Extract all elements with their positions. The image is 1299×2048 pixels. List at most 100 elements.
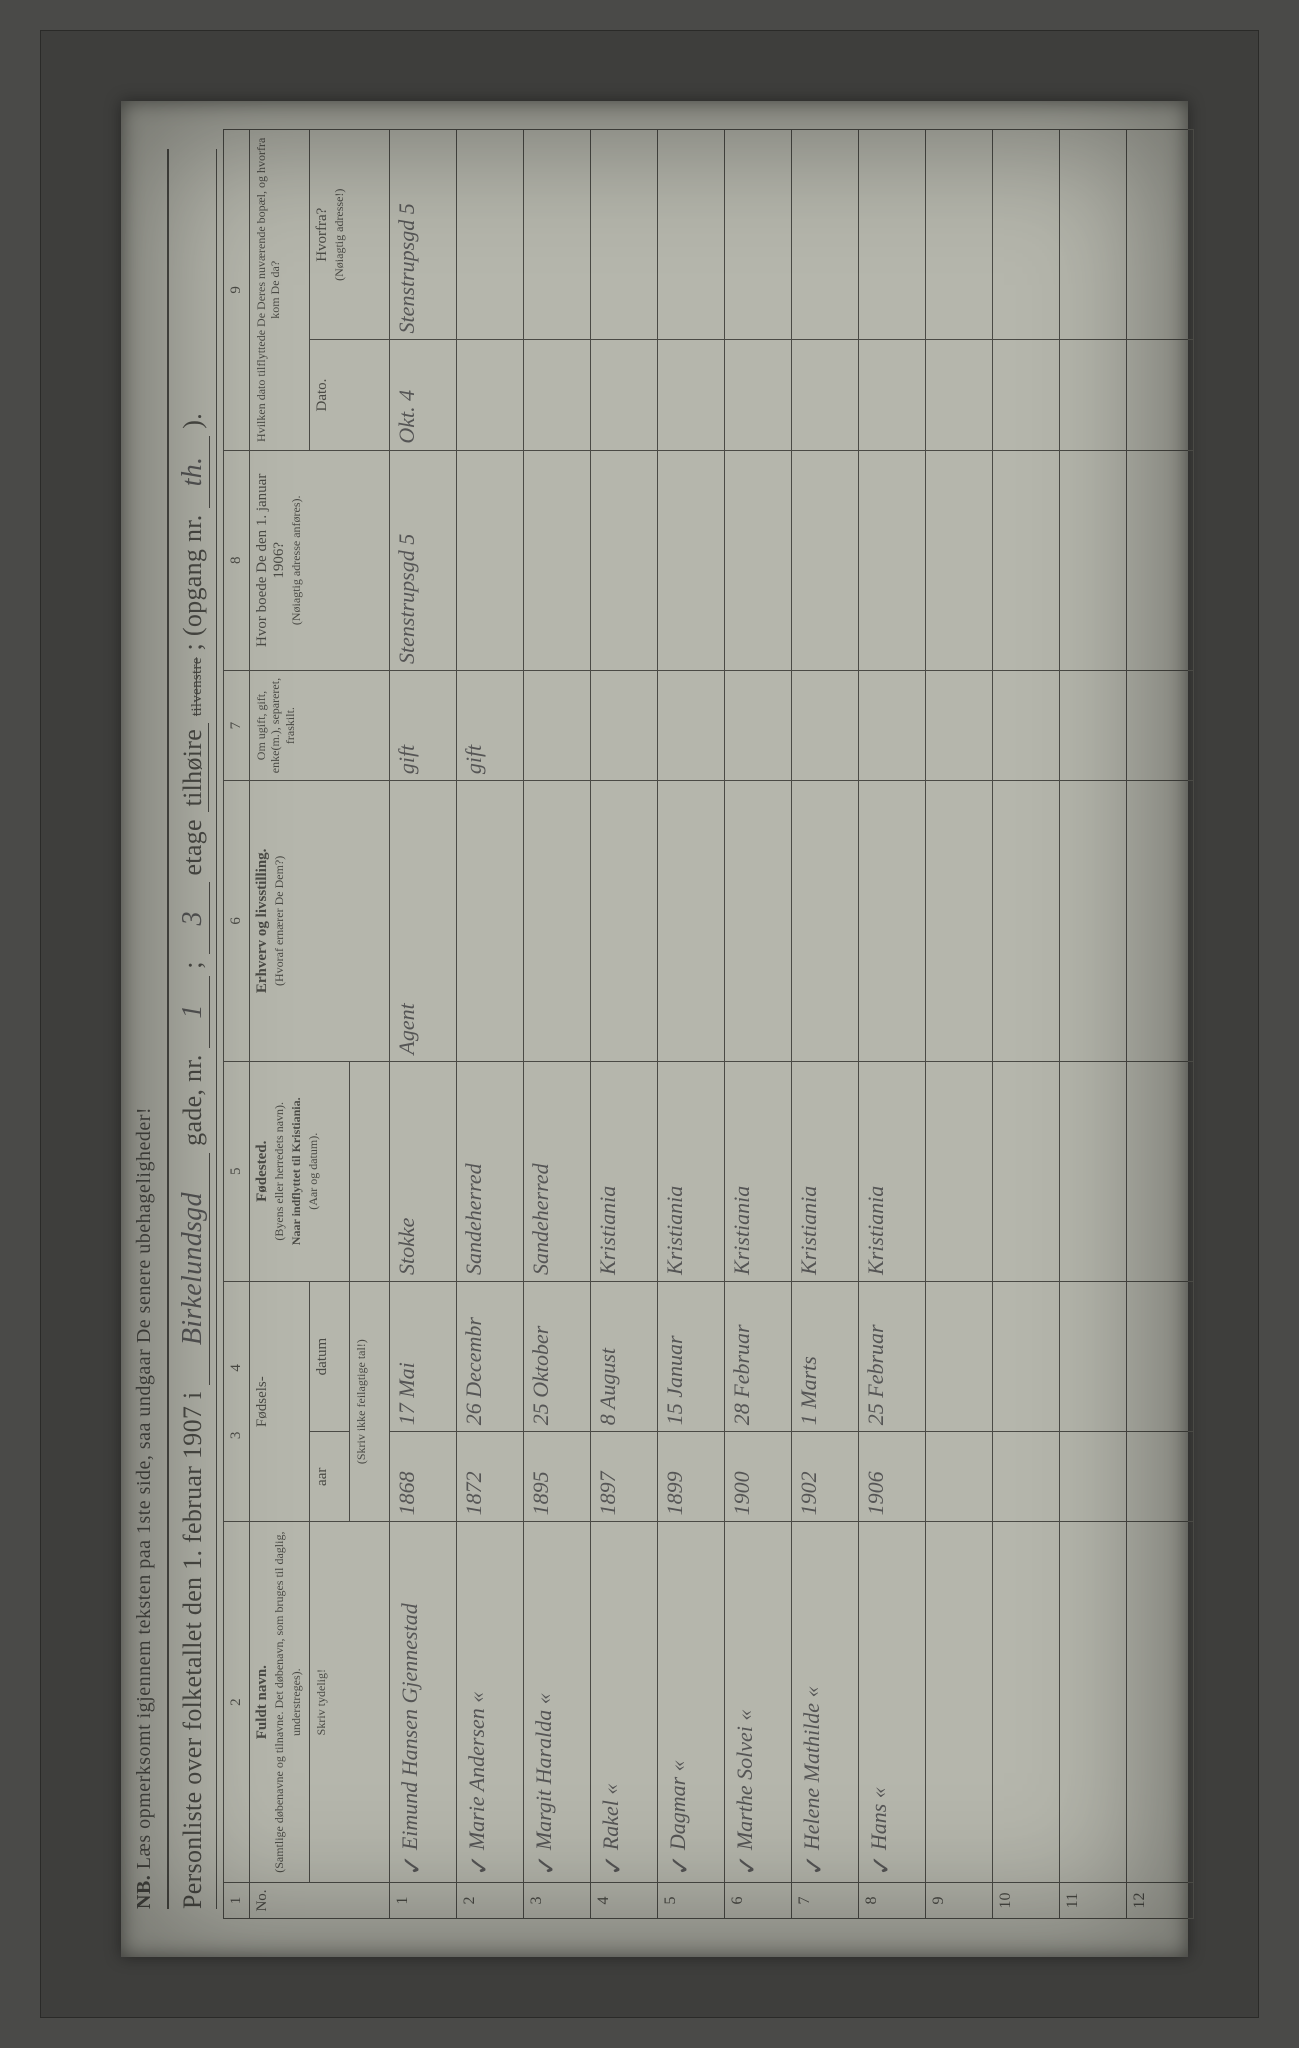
cell-ugift xyxy=(657,670,724,780)
colnum-5: 5 xyxy=(223,1061,249,1281)
cell-hvor1906 xyxy=(992,450,1059,670)
cell-datum: 25 Oktober xyxy=(523,1281,590,1431)
cell-dato: Okt. 4 xyxy=(389,340,456,450)
cell-aar xyxy=(1126,1432,1193,1522)
cell-hvor1906 xyxy=(523,450,590,670)
cell-datum xyxy=(992,1281,1059,1431)
paper-sheet: NB. Læs opmerksomt igjennem teksten paa … xyxy=(121,101,1188,1957)
cell-dato xyxy=(657,340,724,450)
cell-fodested: Kristiania xyxy=(657,1061,724,1281)
cell-dato xyxy=(858,340,925,450)
cell-dato xyxy=(523,340,590,450)
row-num: 2 xyxy=(456,1882,523,1918)
table-row: 12 xyxy=(1126,130,1193,1919)
cell-erhverv xyxy=(858,781,925,1061)
title-opgang: ; (opgang nr. xyxy=(178,514,207,650)
table-row: 8✓ Hans «190625 FebruarKristiania xyxy=(858,130,925,1919)
cell-ugift xyxy=(925,670,992,780)
cell-fodested xyxy=(925,1061,992,1281)
cell-aar: 1899 xyxy=(657,1432,724,1522)
cell-dato xyxy=(1059,340,1126,450)
table-row: 10 xyxy=(992,130,1059,1919)
cell-dato xyxy=(724,340,791,450)
table-row: 11 xyxy=(1059,130,1126,1919)
cell-dato xyxy=(456,340,523,450)
cell-erhverv xyxy=(791,781,858,1061)
cell-ugift xyxy=(523,670,590,780)
cell-hvorfra xyxy=(858,130,925,340)
cell-hvor1906 xyxy=(456,450,523,670)
hdr-erhverv: Erhverv og livsstilling. (Hvoraf ernærer… xyxy=(249,781,389,1061)
hdr-no: No. xyxy=(249,1882,389,1918)
cell-name xyxy=(1059,1522,1126,1883)
cell-erhverv xyxy=(992,781,1059,1061)
colnum-7: 7 xyxy=(223,670,249,780)
cell-datum: 1 Marts xyxy=(791,1281,858,1431)
cell-ugift xyxy=(1059,670,1126,780)
hdr-skriv-tal: (Skriv ikke feilagtige tal!) xyxy=(349,1281,389,1521)
cell-erhverv xyxy=(456,781,523,1061)
cell-datum: 25 Februar xyxy=(858,1281,925,1431)
cell-hvor1906 xyxy=(925,450,992,670)
title-prefix: Personliste over folketallet den 1. febr… xyxy=(178,1391,207,1909)
title-line: Personliste over folketallet den 1. febr… xyxy=(167,149,217,1909)
cell-datum xyxy=(1059,1281,1126,1431)
row-num: 1 xyxy=(389,1882,456,1918)
row-num: 10 xyxy=(992,1882,1059,1918)
cell-aar: 1906 xyxy=(858,1432,925,1522)
title-tilvenstre-struck: tilvenstre xyxy=(189,657,205,716)
cell-aar: 1900 xyxy=(724,1432,791,1522)
cell-dato xyxy=(590,340,657,450)
cell-fodested: Kristiania xyxy=(724,1061,791,1281)
cell-erhverv xyxy=(523,781,590,1061)
cell-hvor1906: Stenstrupsgd 5 xyxy=(389,450,456,670)
cell-hvorfra xyxy=(925,130,992,340)
cell-fodested xyxy=(992,1061,1059,1281)
table-row: 7✓ Helene Mathilde «19021 MartsKristiani… xyxy=(791,130,858,1919)
cell-hvorfra xyxy=(724,130,791,340)
cell-ugift: gift xyxy=(389,670,456,780)
nb-text: Læs opmerksomt igjennem teksten paa 1ste… xyxy=(133,1107,155,1869)
hdr-dato: Dato. xyxy=(309,340,389,450)
cell-aar: 1895 xyxy=(523,1432,590,1522)
cell-hvor1906 xyxy=(724,450,791,670)
cell-hvorfra xyxy=(657,130,724,340)
hdr-aar: aar xyxy=(309,1432,349,1522)
table-row: 6✓ Marthe Solvei «190028 FebruarKristian… xyxy=(724,130,791,1919)
hdr-hvor1906: Hvor boede De den 1. januar 1906? (Nøiag… xyxy=(249,450,389,670)
cell-aar: 1902 xyxy=(791,1432,858,1522)
cell-name xyxy=(1126,1522,1193,1883)
row-num: 9 xyxy=(925,1882,992,1918)
cell-hvorfra xyxy=(992,130,1059,340)
cell-name xyxy=(992,1522,1059,1883)
title-etage: etage xyxy=(178,819,207,875)
table-row: 4✓ Rakel «18978 AugustKristiania xyxy=(590,130,657,1919)
document-content: NB. Læs opmerksomt igjennem teksten paa … xyxy=(105,89,1205,1969)
cell-name: ✓ Margit Haralda « xyxy=(523,1522,590,1883)
cell-aar xyxy=(992,1432,1059,1522)
title-close: ). xyxy=(178,413,207,429)
cell-erhverv: Agent xyxy=(389,781,456,1061)
cell-erhverv xyxy=(1059,781,1126,1061)
cell-aar: 1872 xyxy=(456,1432,523,1522)
cell-ugift xyxy=(791,670,858,780)
opgang-handwritten: th. xyxy=(177,436,210,508)
cell-fodested: Stokke xyxy=(389,1061,456,1281)
colnum-3-4: 3 4 xyxy=(223,1281,249,1521)
cell-hvor1906 xyxy=(791,450,858,670)
row-num: 7 xyxy=(791,1882,858,1918)
cell-name: ✓ Helene Mathilde « xyxy=(791,1522,858,1883)
hdr-navn: Fuldt navn. (Samtlige døbenavne og tilna… xyxy=(249,1522,309,1883)
cell-ugift xyxy=(858,670,925,780)
row-num: 4 xyxy=(590,1882,657,1918)
table-row: 5✓ Dagmar «189915 JanuarKristiania xyxy=(657,130,724,1919)
cell-fodested: Kristiania xyxy=(858,1061,925,1281)
cell-hvor1906 xyxy=(590,450,657,670)
cell-ugift xyxy=(590,670,657,780)
hdr-hvorfra: Hvorfra? (Nøiagtig adresse!) xyxy=(309,130,389,340)
nb-line: NB. Læs opmerksomt igjennem teksten paa … xyxy=(133,1107,156,1909)
cell-datum: 15 Januar xyxy=(657,1281,724,1431)
table-row: 1✓ Eimund Hansen Gjennestad186817 MaiSto… xyxy=(389,130,456,1919)
hdr-datum: datum xyxy=(309,1281,349,1431)
hdr-skriv-tydeligt: Skriv tydelig! xyxy=(309,1522,389,1883)
